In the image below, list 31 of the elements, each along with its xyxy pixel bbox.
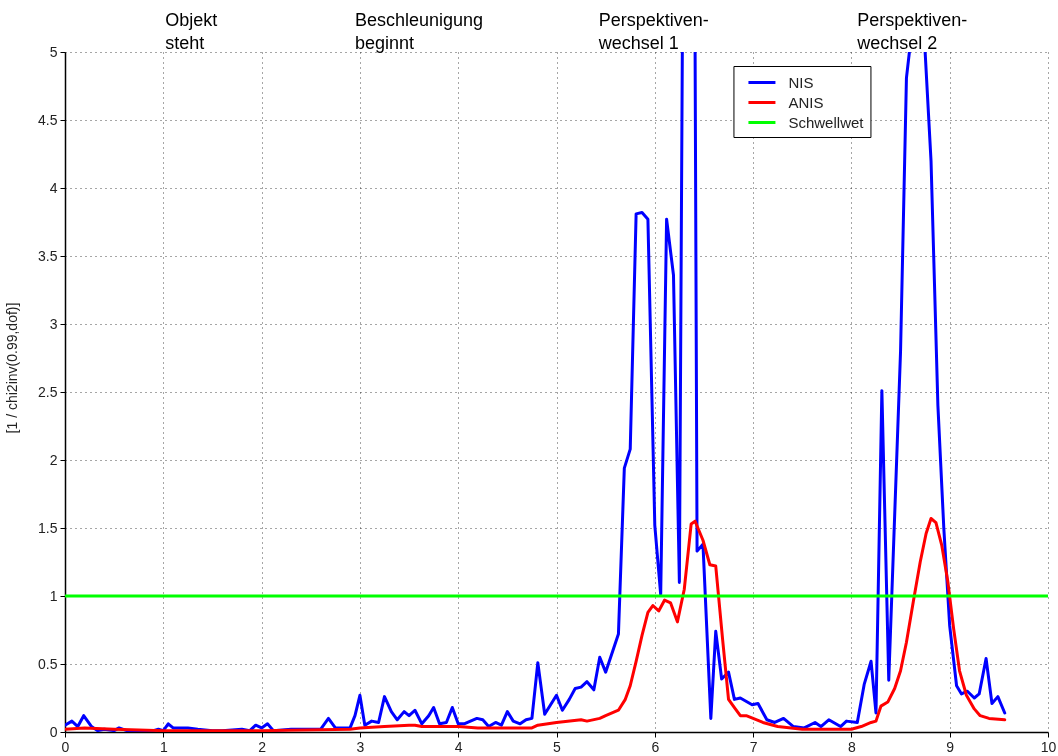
x-tick-label: 0: [61, 738, 70, 755]
y-tick-label: 3: [49, 315, 58, 332]
legend-label: ANIS: [788, 93, 824, 111]
y-tick-label: 3.5: [38, 247, 58, 264]
x-tick-label: 1: [159, 738, 168, 755]
y-axis-title: [1 / chi2inv(0.99,dof)]: [4, 302, 20, 434]
x-tick-label: 3: [356, 738, 365, 755]
y-tick-label: 0.5: [38, 655, 58, 672]
y-tick-label: 1: [49, 587, 58, 604]
annotation: Beschleunigung beginnt: [354, 10, 484, 53]
x-tick-label: 6: [651, 738, 660, 755]
x-tick-label: 10: [1040, 738, 1057, 755]
y-tick-label: 4.5: [38, 111, 58, 128]
y-tick-label: 2.5: [38, 383, 58, 400]
y-tick-label: 4: [49, 179, 58, 196]
line-series: [65, 516, 1007, 732]
x-tick-label: 7: [749, 738, 758, 755]
x-tick-label: 4: [454, 738, 463, 755]
legend-label: NIS: [788, 73, 814, 91]
x-tick-label: 5: [553, 738, 562, 755]
x-tick-label: 2: [258, 738, 267, 755]
legend-label: Schwellwet: [788, 113, 865, 131]
annotation: Objekt steht: [165, 10, 218, 53]
y-tick-label: 2: [49, 451, 58, 468]
annotation: Perspektiven- wechsel 2: [856, 10, 968, 53]
y-tick-label: 1.5: [38, 519, 58, 536]
annotation: Perspektiven- wechsel 1: [597, 10, 709, 53]
y-tick-label: 0: [49, 723, 58, 740]
x-tick-label: 8: [848, 738, 856, 755]
y-tick-label: 5: [49, 43, 58, 60]
x-tick-label: 9: [946, 738, 955, 755]
